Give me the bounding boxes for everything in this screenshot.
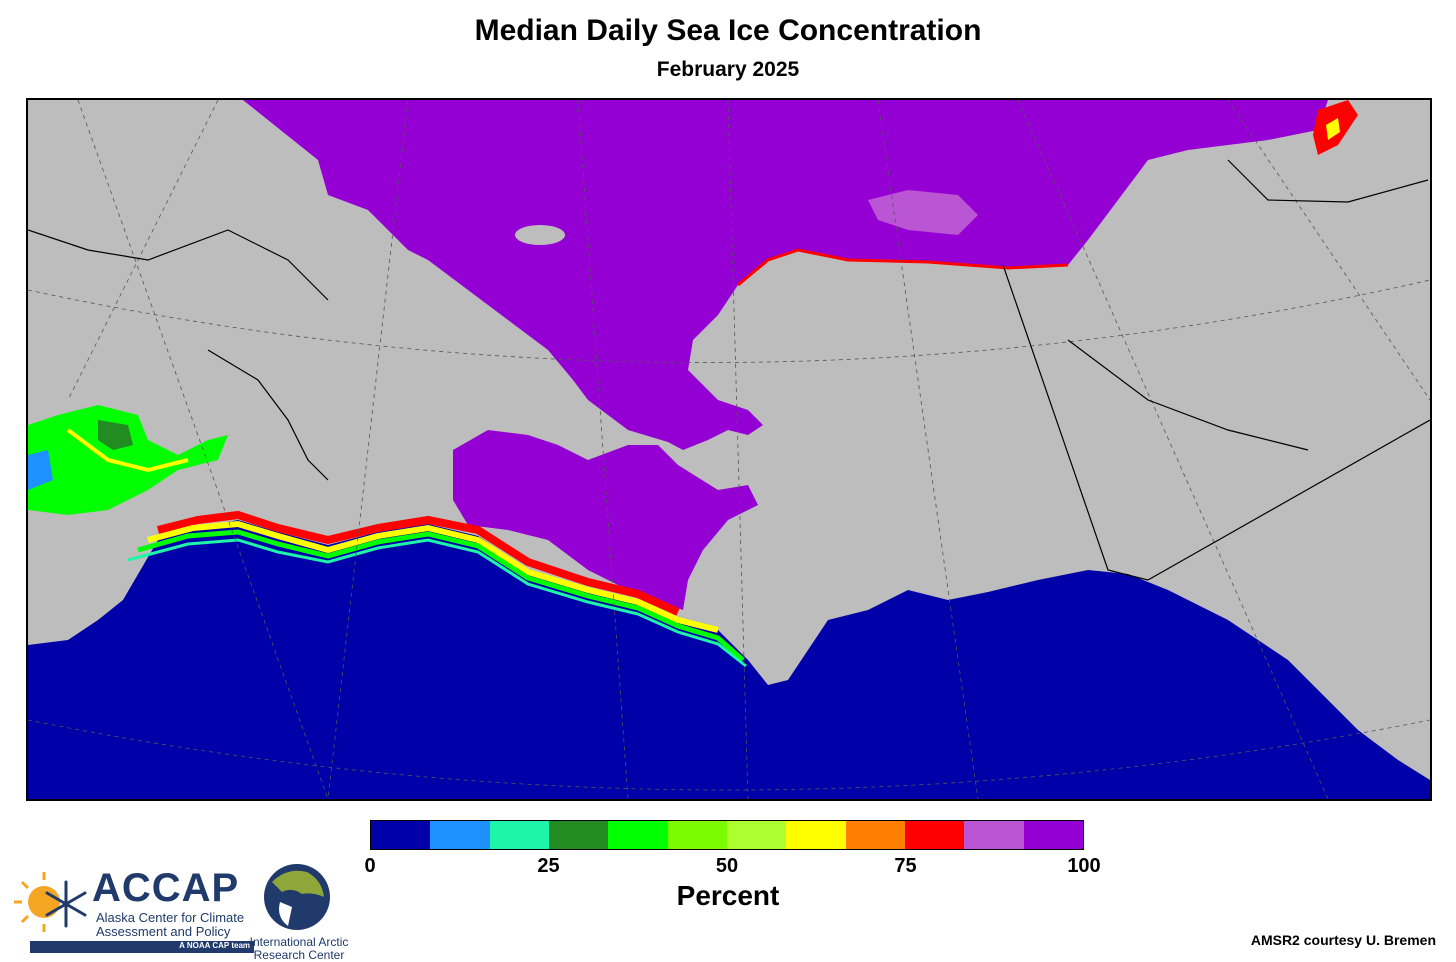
ice-edge-red	[157, 510, 680, 616]
colorbar-tick-label: 50	[715, 855, 739, 877]
colorbar-segment	[964, 821, 1024, 849]
bering-ice	[453, 430, 758, 610]
colorbar-segment	[548, 821, 609, 849]
east-siberian-ice-patch-core	[1326, 118, 1340, 140]
political-borders	[28, 159, 1430, 581]
chukotka-ice-edge	[737, 248, 1069, 287]
sea-ice-map	[26, 98, 1432, 801]
colorbar-label: Percent	[676, 880, 780, 911]
colorbar-segment	[608, 821, 668, 849]
colorbar	[370, 820, 1084, 850]
okhotsk-ice-edge	[66, 428, 189, 473]
ice-edge-yellow	[147, 520, 719, 633]
colorbar-segment	[371, 821, 431, 849]
sun-snowflake-icon	[14, 872, 87, 932]
accap-line1: Alaska Center for Climate	[96, 910, 245, 925]
colorbar-tick-label: 25	[537, 855, 560, 877]
colorbar-segment	[430, 821, 490, 849]
colorbar-tick-label: 100	[1067, 855, 1101, 877]
iarc-line1: International Arctic	[249, 935, 349, 949]
okhotsk-ice-core	[98, 420, 133, 450]
colorbar-segment	[667, 821, 727, 849]
chart-title: Median Daily Sea Ice Concentration	[474, 14, 982, 47]
accap-tag-bar: A NOAA CAP team	[30, 941, 254, 953]
okhotsk-ice	[28, 405, 228, 515]
iarc-logo: International Arctic Research Center	[244, 862, 354, 962]
colorbar-segment	[845, 821, 905, 849]
colorbar-tick-label: 75	[894, 855, 917, 877]
graticule	[28, 100, 1430, 799]
arctic-ice	[243, 100, 1328, 450]
colorbar-segment	[786, 821, 846, 849]
colorbar-segment	[1023, 821, 1083, 849]
map-canvas	[28, 100, 1430, 799]
chart-subtitle: February 2025	[656, 58, 800, 81]
colorbar-segment	[904, 821, 965, 849]
colorbar-segment	[489, 821, 549, 849]
ice-edge-cyan	[127, 538, 747, 668]
colorbar-tick-label: 0	[364, 855, 376, 877]
pacific-ocean	[28, 520, 1430, 799]
colorbar-segment	[726, 821, 787, 849]
ice-edge-green	[137, 529, 745, 662]
wrangel-island	[515, 225, 565, 245]
iarc-line2: Research Center	[253, 948, 345, 962]
accap-logo: ACCAP Alaska Center for Climate Assessme…	[14, 866, 254, 956]
globe-icon	[264, 864, 330, 930]
accap-line2: Assessment and Policy	[96, 924, 231, 939]
accap-tag: A NOAA CAP team	[179, 941, 250, 950]
okhotsk-ice-open	[28, 450, 53, 490]
accap-name: ACCAP	[92, 866, 240, 910]
north-polynya	[868, 190, 978, 235]
data-credit: AMSR2 courtesy U. Bremen	[1250, 932, 1436, 948]
